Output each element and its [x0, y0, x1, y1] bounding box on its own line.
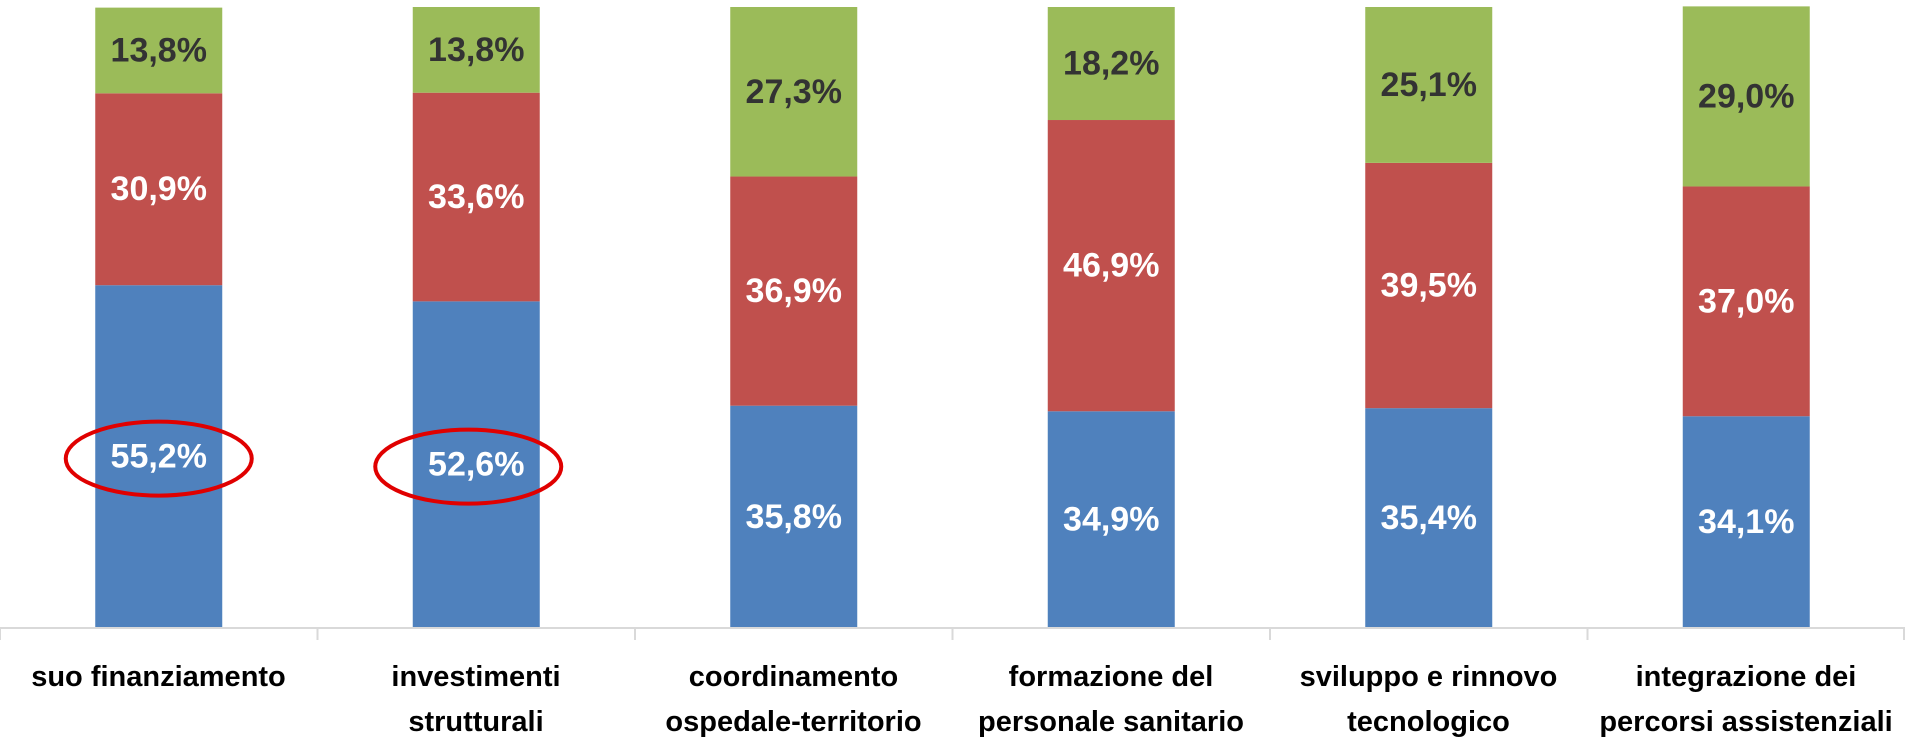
bar-segment: [1047, 7, 1175, 121]
data-label: 37,0%: [1698, 282, 1794, 320]
bar-segment: [95, 7, 223, 94]
highlight-ellipse: [63, 419, 254, 498]
data-label: 52,6%: [428, 446, 524, 484]
bar-segment: [1365, 162, 1493, 409]
x-tick-label: integrazione dei percorsi assistenziali: [1599, 661, 1893, 738]
data-label: 36,9%: [746, 272, 842, 310]
bar-segment: [730, 405, 858, 628]
data-label: 39,5%: [1381, 267, 1477, 305]
x-tick-label: investimenti strutturali: [391, 661, 561, 738]
x-tick-label: sviluppo e rinnovo tecnologico: [1299, 661, 1558, 738]
data-label: 29,0%: [1698, 77, 1794, 115]
bar-segment: [1682, 6, 1810, 187]
data-label: 13,8%: [111, 31, 207, 69]
data-label: 13,8%: [428, 31, 524, 69]
bar-segment: [412, 301, 540, 628]
bar-segment: [1047, 411, 1175, 628]
data-label: 27,3%: [746, 73, 842, 111]
data-label: 55,2%: [111, 438, 207, 476]
x-tick-label: suo finanziamento: [31, 661, 286, 693]
data-label: 33,6%: [428, 178, 524, 216]
bar-segment: [1682, 186, 1810, 417]
bar-segment: [95, 285, 223, 628]
data-label: 18,2%: [1063, 44, 1159, 82]
bar-segment: [1365, 408, 1493, 628]
x-tick-label: formazione del personale sanitario: [978, 661, 1244, 738]
bar-segment: [95, 93, 223, 286]
data-label: 34,9%: [1063, 501, 1159, 539]
data-label: 34,1%: [1698, 503, 1794, 541]
highlight-ellipse: [373, 427, 564, 506]
data-label: 46,9%: [1063, 247, 1159, 285]
data-label: 25,1%: [1381, 66, 1477, 104]
bar-segment: [730, 7, 858, 177]
data-label: 30,9%: [111, 170, 207, 208]
bar-segment: [730, 176, 858, 406]
bar-segment: [412, 92, 540, 302]
bar-segment: [1365, 7, 1493, 163]
bar-segment: [1682, 416, 1810, 628]
x-tick-label: coordinamento ospedale-territorio: [665, 661, 922, 738]
bar-segment: [412, 7, 540, 93]
data-label: 35,4%: [1381, 499, 1477, 537]
bar-segment: [1047, 120, 1175, 412]
data-label: 35,8%: [746, 498, 842, 536]
